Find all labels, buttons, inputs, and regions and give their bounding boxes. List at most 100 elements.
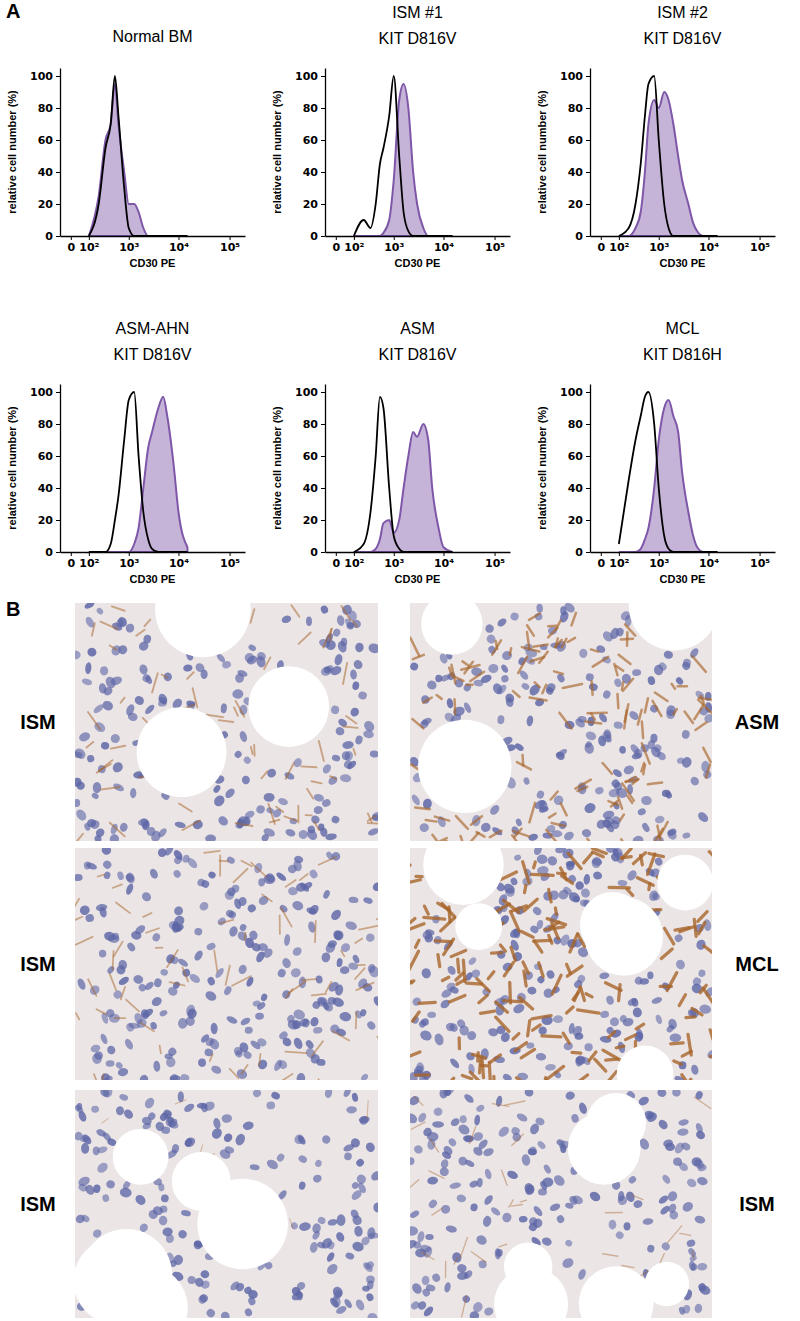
- stain: [605, 1212, 622, 1214]
- tick-label: 10⁵: [220, 557, 240, 570]
- nucleus: [119, 822, 129, 833]
- nucleus: [532, 1205, 544, 1218]
- nucleus: [690, 1064, 699, 1076]
- x-tick: 0: [67, 236, 75, 254]
- stain: [464, 662, 472, 673]
- y-axis: 020406080100: [560, 69, 590, 244]
- stain: [546, 830, 556, 841]
- nucleus: [321, 763, 333, 775]
- nucleus: [663, 650, 674, 660]
- nucleus: [160, 968, 169, 976]
- y-axis-title: relative cell number (%): [6, 406, 18, 530]
- micrograph-label: ISM: [20, 1193, 56, 1215]
- tick-label: 10³: [119, 241, 139, 254]
- stain: [496, 904, 510, 912]
- stain: [673, 709, 676, 714]
- nucleus: [316, 996, 328, 1006]
- nucleus: [464, 1158, 476, 1168]
- tick-mark: [321, 76, 325, 77]
- nucleus: [117, 1067, 129, 1077]
- stain: [649, 884, 650, 890]
- stain: [619, 655, 631, 664]
- nucleus: [327, 774, 339, 786]
- tick-label: 80: [568, 418, 584, 431]
- nucleus: [75, 874, 83, 881]
- nucleus: [290, 1285, 302, 1297]
- nucleus: [496, 617, 508, 628]
- nucleus: [431, 1272, 442, 1283]
- nucleus: [205, 835, 216, 841]
- nucleus: [675, 676, 685, 686]
- nucleus: [125, 871, 136, 884]
- nucleus: [106, 1044, 117, 1055]
- stain: [219, 720, 234, 722]
- nucleus: [671, 1090, 682, 1098]
- nucleus: [612, 768, 624, 779]
- tick-mark: [321, 552, 325, 553]
- nucleus: [172, 869, 182, 879]
- stain: [510, 911, 519, 931]
- axis-line: [326, 552, 511, 553]
- fat-vacuole: [580, 892, 645, 957]
- nucleus: [637, 807, 647, 816]
- stain: [510, 648, 512, 655]
- nucleus: [535, 1053, 546, 1061]
- micrograph-background: [75, 848, 378, 1080]
- x-tick: 10⁴: [434, 236, 454, 254]
- stain: [653, 701, 662, 716]
- stain: [549, 889, 551, 902]
- tick-label: 60: [303, 134, 319, 147]
- nucleus: [280, 989, 292, 1001]
- stain: [622, 849, 631, 859]
- stain: [632, 1195, 643, 1200]
- tick-mark: [129, 236, 130, 240]
- stain: [416, 940, 420, 947]
- nucleus: [646, 1244, 655, 1253]
- nucleus: [314, 1159, 323, 1168]
- nucleus: [475, 1233, 489, 1246]
- nucleus: [410, 1226, 418, 1236]
- nucleus: [463, 701, 473, 714]
- nucleus: [419, 822, 430, 832]
- stain: [286, 880, 296, 887]
- stain: [535, 682, 540, 687]
- nucleus: [668, 1209, 680, 1221]
- nucleus: [588, 1190, 602, 1204]
- stain: [695, 722, 706, 730]
- nucleus: [351, 1240, 365, 1253]
- nucleus: [352, 681, 360, 691]
- stain: [563, 684, 582, 688]
- nucleus: [225, 1015, 238, 1026]
- stain: [100, 1074, 104, 1080]
- stain: [578, 1010, 599, 1013]
- nucleus: [256, 651, 267, 662]
- micrograph-label: ASM: [735, 711, 779, 733]
- nucleus: [689, 775, 701, 787]
- nucleus: [369, 1169, 378, 1182]
- nucleus: [319, 827, 328, 838]
- stain: [542, 685, 546, 694]
- nucleus: [457, 1263, 468, 1273]
- x-tick: 10⁵: [220, 236, 240, 254]
- tick-mark: [321, 520, 325, 521]
- tick-mark: [586, 108, 590, 109]
- stain: [146, 928, 159, 932]
- nucleus: [371, 880, 378, 892]
- nucleus: [521, 1154, 531, 1167]
- nucleus: [423, 931, 432, 940]
- stain: [593, 657, 609, 667]
- nucleus: [585, 673, 594, 682]
- x-axis: 010²10³10⁴10⁵: [591, 236, 776, 254]
- stain: [692, 1008, 702, 1015]
- nucleus: [224, 1145, 235, 1154]
- y-tick: 100: [30, 70, 60, 83]
- histogram-chart: Normal BM010²10³10⁴10⁵CD30 PE02040608010…: [6, 28, 246, 269]
- tick-mark: [230, 552, 231, 556]
- nucleus: [111, 760, 125, 774]
- nucleus: [329, 664, 343, 677]
- nucleus: [243, 651, 256, 664]
- micrograph: [410, 848, 712, 1080]
- nucleus: [542, 1163, 552, 1174]
- stain: [429, 1171, 444, 1179]
- nucleus: [335, 1231, 346, 1243]
